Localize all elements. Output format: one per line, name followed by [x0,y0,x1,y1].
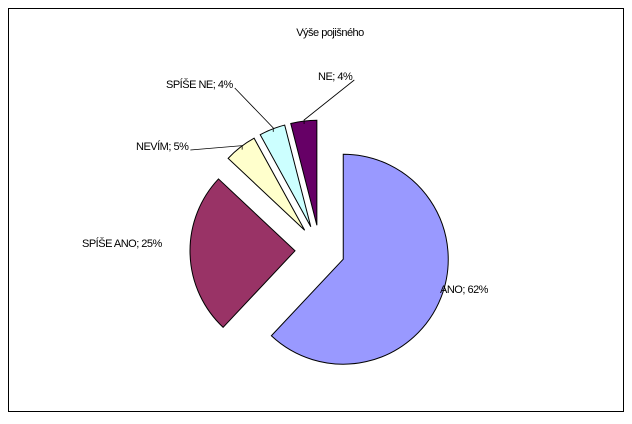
pie-slice [259,124,312,227]
data-label: SPÍŠE ANO; 25% [82,237,163,250]
leader-line [303,79,355,125]
leader-line [234,87,274,132]
data-label: NE; 4% [318,71,353,83]
data-label: NEVÍM; 5% [136,140,189,153]
chart-title: Výše pojišného [296,27,364,39]
data-label: SPÍŠE NE; 4% [166,78,233,91]
pie-slice [270,153,449,365]
pie-slice [227,137,306,231]
pie-slice [189,178,296,329]
data-label: ANO; 62% [440,284,489,296]
leader-line [190,145,243,151]
